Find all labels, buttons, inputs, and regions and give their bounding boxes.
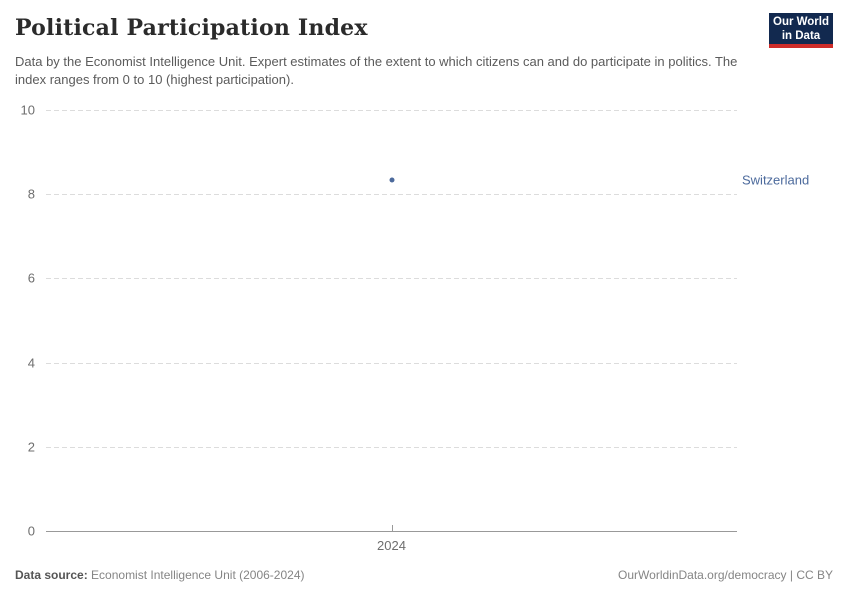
chart-subtitle: Data by the Economist Intelligence Unit.… — [15, 54, 738, 87]
data-point[interactable] — [389, 177, 394, 183]
data-source-note: Data source: Economist Intelligence Unit… — [15, 568, 305, 582]
y-axis-tick-label: 10 — [20, 102, 35, 118]
data-source-label: Data source: — [15, 568, 88, 582]
gridline — [46, 194, 737, 195]
y-axis-tick-label: 2 — [27, 439, 35, 455]
x-axis-tick — [392, 525, 393, 531]
x-axis-line — [46, 531, 737, 532]
y-axis-tick-label: 8 — [27, 186, 35, 202]
owid-logo-accent — [769, 44, 833, 48]
y-axis-tick-label: 4 — [27, 355, 35, 371]
data-source-value: Economist Intelligence Unit (2006-2024) — [87, 568, 305, 582]
y-axis-tick-label: 6 — [27, 270, 35, 286]
y-axis-tick-label: 0 — [27, 523, 35, 539]
gridline — [46, 447, 737, 448]
gridline — [46, 363, 737, 364]
owid-logo[interactable]: Our World in Data — [769, 13, 833, 48]
gridline — [46, 278, 737, 279]
gridline — [46, 110, 737, 111]
owid-logo-line1: Our World — [773, 16, 830, 28]
owid-logo-box: Our World in Data — [769, 13, 833, 44]
x-axis-tick-label: 2024 — [377, 538, 406, 553]
chart-footer: Data source: Economist Intelligence Unit… — [15, 568, 833, 582]
chart-title: Political Participation Index — [15, 15, 368, 41]
owid-logo-line2: in Data — [781, 30, 821, 42]
entity-label[interactable]: Switzerland — [742, 172, 810, 188]
credit-link[interactable]: OurWorldinData.org/democracy | CC BY — [618, 568, 833, 582]
